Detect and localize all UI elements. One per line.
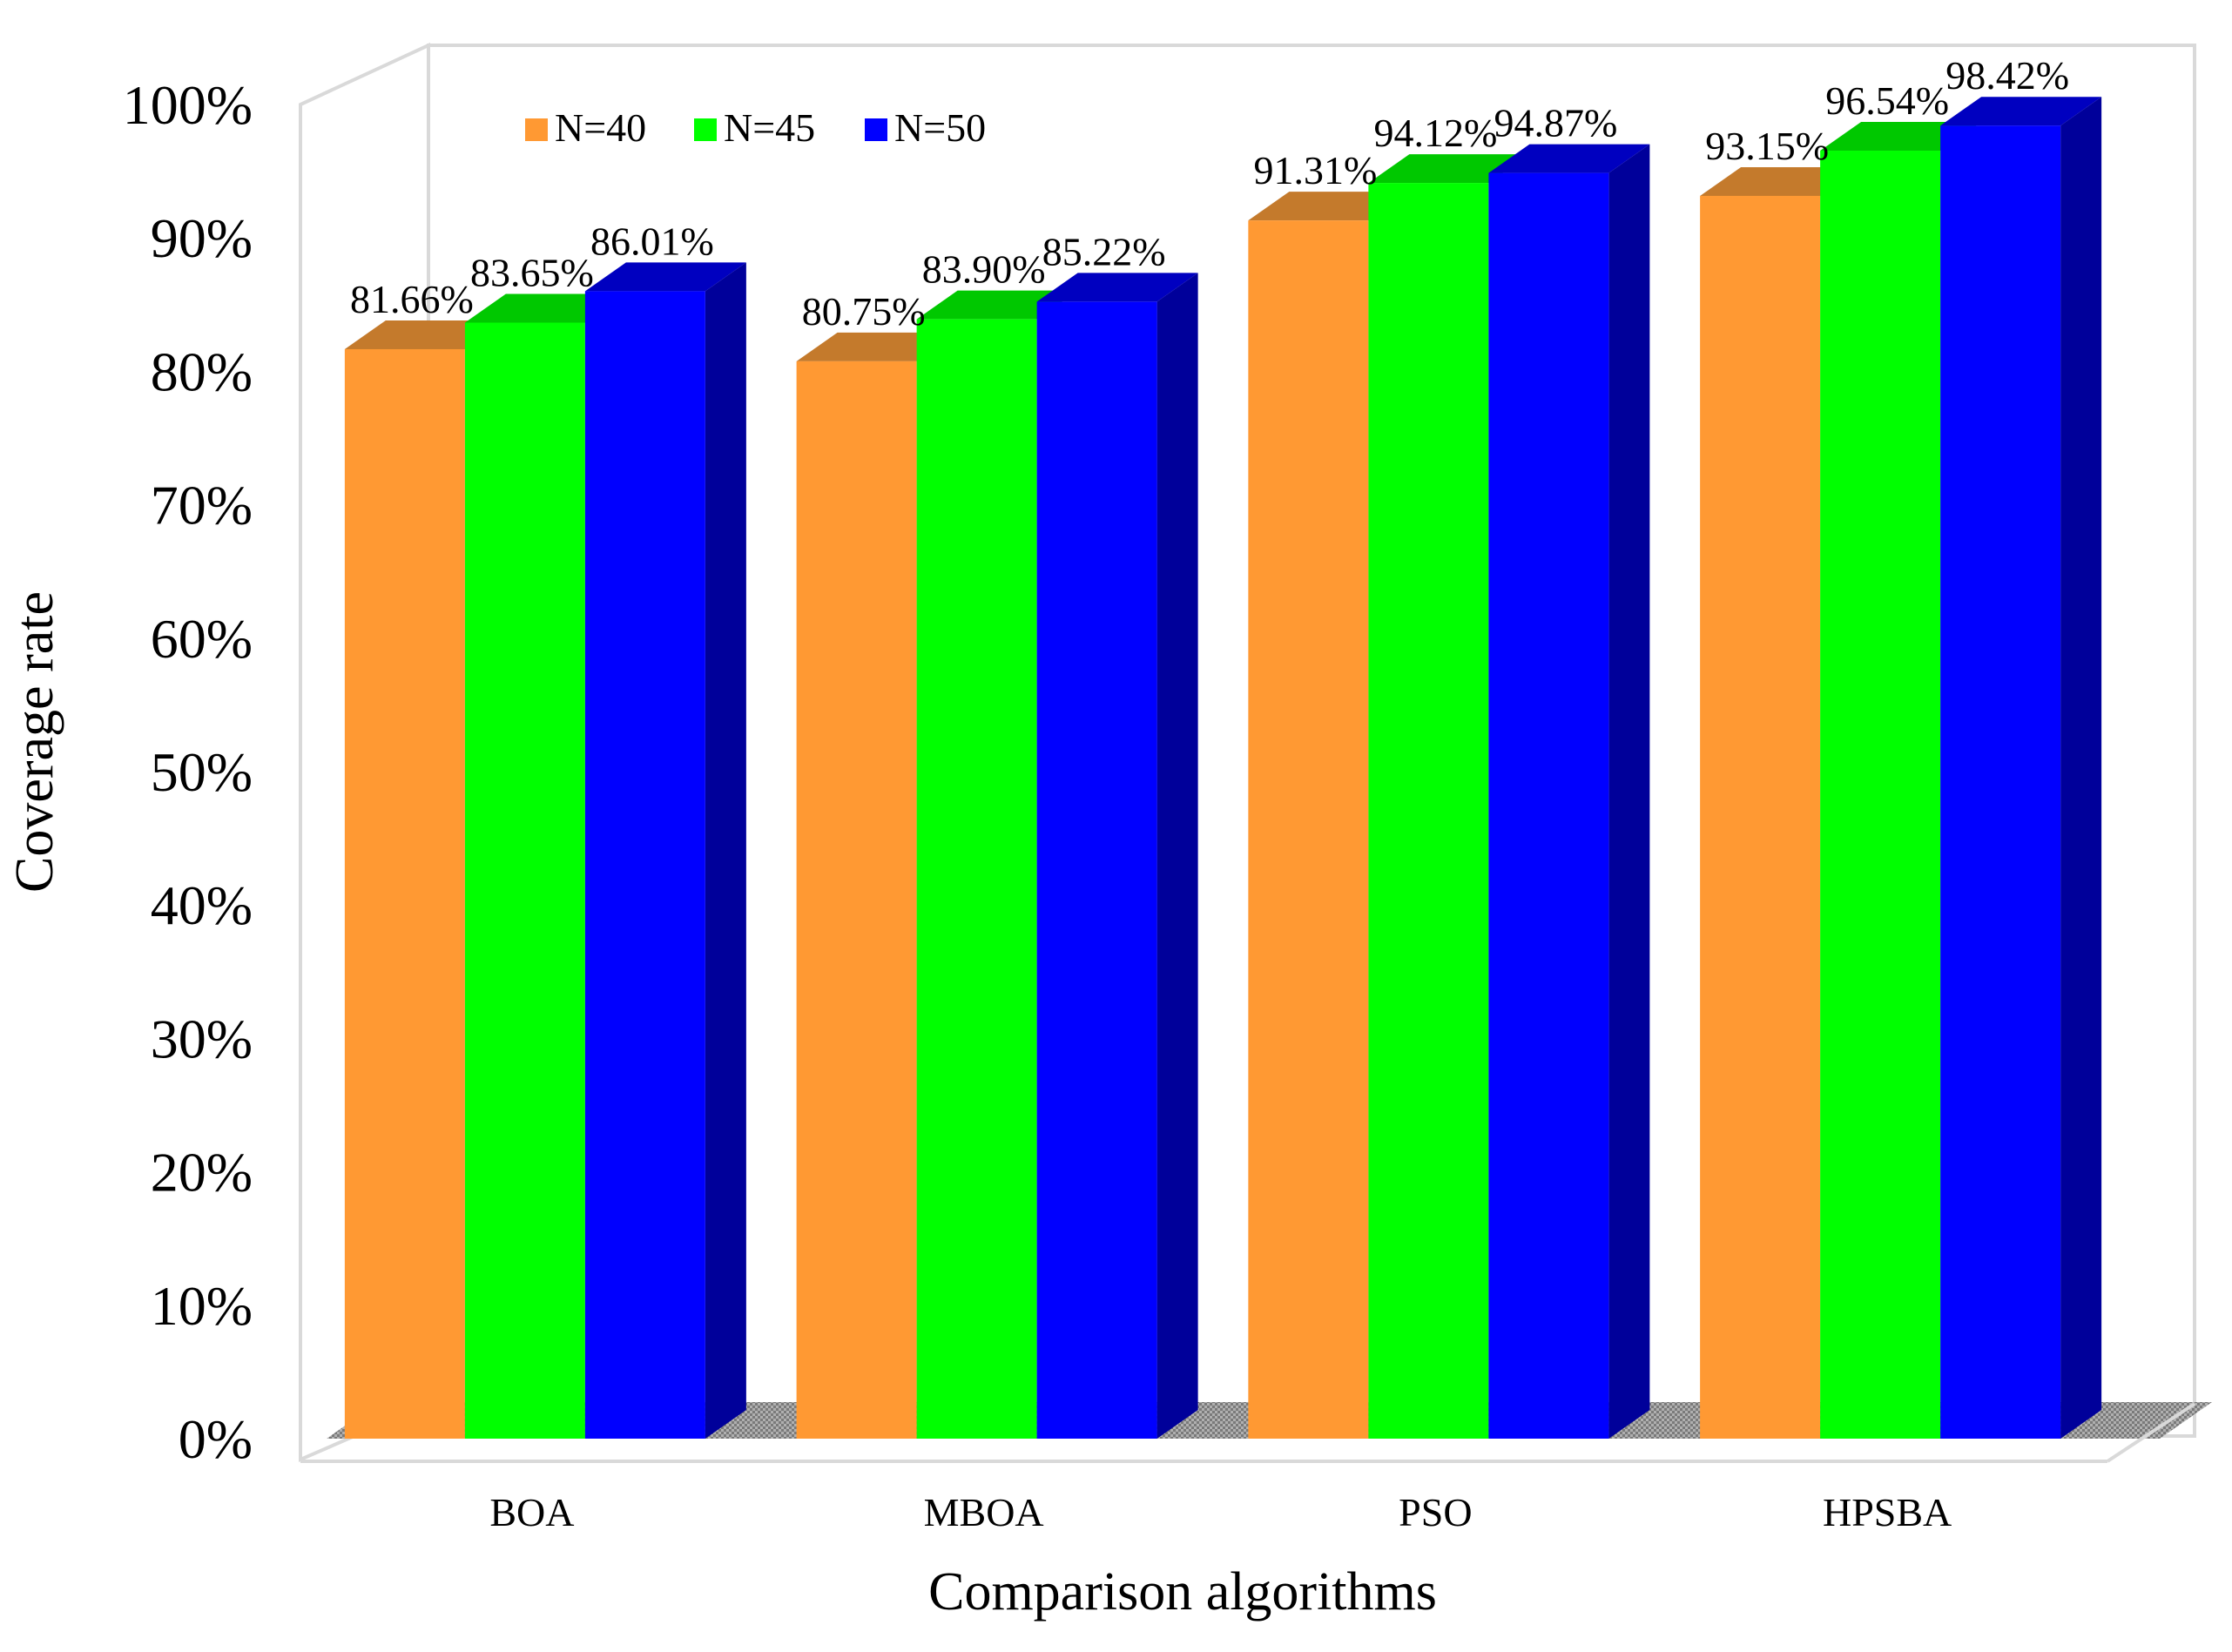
y-tick-label: 100% [123, 74, 253, 136]
data-label: 91.31% [1253, 148, 1377, 192]
x-tick-label: BOA [489, 1490, 574, 1534]
y-tick-label: 20% [151, 1142, 253, 1204]
bar [1368, 154, 1530, 1440]
data-label: 85.22% [1042, 229, 1166, 273]
y-tick-label: 40% [151, 874, 253, 936]
legend-item: N=50 [865, 105, 986, 150]
data-label: 80.75% [802, 289, 926, 334]
legend-label: N=40 [555, 105, 646, 150]
y-tick-label: 60% [151, 608, 253, 670]
bar-side [1608, 144, 1650, 1440]
bar-top [1940, 97, 2102, 126]
bar-front [584, 291, 705, 1440]
bar-top [1488, 144, 1650, 173]
y-tick-label: 80% [151, 341, 253, 402]
data-label: 83.90% [922, 247, 1046, 292]
bar-front [1820, 151, 1941, 1439]
legend-item: N=45 [694, 105, 815, 150]
x-tick-label: HPSBA [1823, 1490, 1952, 1534]
x-tick-label: PSO [1399, 1490, 1472, 1534]
bar-front [1368, 183, 1489, 1440]
x-tick-label: MBOA [924, 1490, 1044, 1534]
legend-swatch [865, 118, 887, 141]
y-tick-label: 70% [151, 475, 253, 536]
bar-front [1248, 220, 1369, 1439]
data-label: 96.54% [1825, 78, 1949, 123]
data-label: 94.87% [1494, 101, 1617, 145]
bar-front [1940, 125, 2061, 1440]
bar [464, 293, 626, 1440]
y-axis-ticks: 0% 10% 20% 30% 40% 50% 60% 70% 80% 90% 100% [123, 74, 253, 1470]
bar [1700, 166, 1862, 1439]
bar-front [796, 361, 917, 1439]
legend-label: N=45 [724, 105, 815, 150]
y-tick-label: 0% [179, 1408, 253, 1470]
legend-swatch [694, 118, 717, 141]
y-tick-label: 30% [151, 1008, 253, 1069]
y-tick-label: 10% [151, 1275, 253, 1337]
bar-front [916, 319, 1037, 1440]
data-labels-group: 81.66%83.65%86.01% 80.75%83.90%85.22% 91.3… [350, 53, 2069, 334]
data-label: 98.42% [1945, 53, 2069, 98]
bar [584, 262, 746, 1440]
bar-front [344, 348, 465, 1440]
bar [1036, 273, 1198, 1440]
y-tick-label: 50% [151, 741, 253, 803]
y-tick-label: 90% [151, 207, 253, 269]
legend-item: N=40 [525, 105, 646, 150]
data-label: 81.66% [350, 277, 474, 321]
bar-side [1156, 273, 1198, 1440]
bar-side [2060, 97, 2102, 1440]
bar [1940, 97, 2102, 1440]
bar [916, 290, 1078, 1440]
bar-front [1700, 195, 1821, 1439]
bar-front [1488, 172, 1609, 1440]
bars-group [344, 97, 2102, 1440]
data-label: 93.15% [1705, 124, 1829, 168]
bar [1488, 144, 1650, 1440]
floor-right-edge [2106, 1402, 2196, 1463]
bar [1820, 122, 1982, 1439]
bar-top [584, 262, 746, 292]
data-label: 86.01% [590, 219, 714, 263]
x-axis-ticks: BOA MBOA PSO HPSBA [489, 1490, 1952, 1534]
data-label: 94.12% [1373, 111, 1497, 155]
bar-front [464, 322, 585, 1440]
bar-side [705, 262, 746, 1440]
bar [796, 332, 958, 1439]
y-axis-title: Coverage rate [5, 591, 64, 893]
x-axis-title: Comparison algorithms [928, 1562, 1437, 1622]
bar-top [1036, 273, 1198, 302]
legend: N=40 N=45 N=50 [525, 105, 986, 150]
bar-front [1036, 301, 1157, 1440]
data-label: 83.65% [470, 250, 594, 294]
legend-label: N=50 [894, 105, 986, 150]
legend-swatch [525, 118, 548, 141]
bar [344, 320, 506, 1440]
